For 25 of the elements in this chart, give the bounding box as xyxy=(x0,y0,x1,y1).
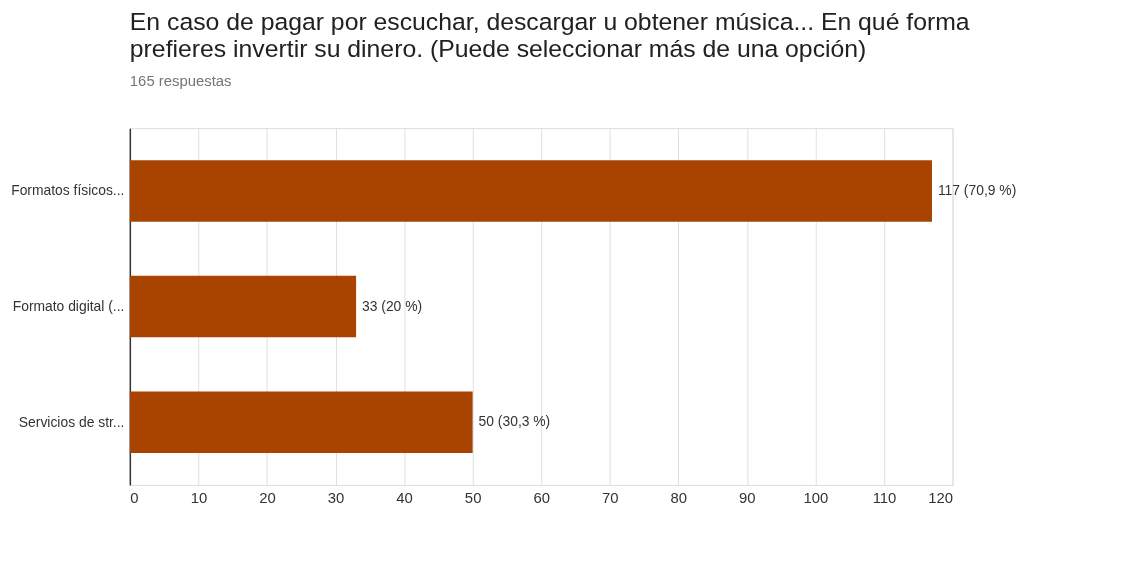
x-tick-label: 0 xyxy=(130,490,139,507)
y-tick-label: Servicios de str... xyxy=(18,413,125,430)
x-tick-label: 100 xyxy=(803,490,829,507)
chart-subtitle: 165 respuestas xyxy=(129,72,232,89)
y-tick-label: Formato digital (... xyxy=(12,298,125,315)
x-tick-label: 10 xyxy=(190,490,208,507)
data-label: 33 (20 %) xyxy=(362,297,423,314)
x-tick-label: 90 xyxy=(739,490,756,507)
x-tick-label: 40 xyxy=(396,490,413,507)
data-label: 117 (70,9 %) xyxy=(937,181,1017,198)
bar xyxy=(129,160,932,222)
x-tick-label: 20 xyxy=(259,490,276,507)
text: prefieres invertir su dinero. (Puede seleccionar más de una opción) xyxy=(129,34,867,62)
bar xyxy=(129,275,357,338)
x-tick-label: 120 xyxy=(928,490,954,507)
text: En caso de pagar por escuchar, descargar u obtener música... En qué forma xyxy=(129,8,970,36)
x-tick-label: 110 xyxy=(872,490,897,507)
data-label: 50 (30,3 %) xyxy=(478,413,551,430)
x-tick-label: 80 xyxy=(670,490,688,507)
x-tick-label: 30 xyxy=(327,490,345,507)
x-tick-label: 70 xyxy=(601,490,619,507)
y-tick-label: Formatos físicos... xyxy=(11,182,125,199)
bar xyxy=(129,391,473,453)
x-tick-label: 60 xyxy=(533,490,550,507)
x-tick-label: 50 xyxy=(464,490,482,507)
